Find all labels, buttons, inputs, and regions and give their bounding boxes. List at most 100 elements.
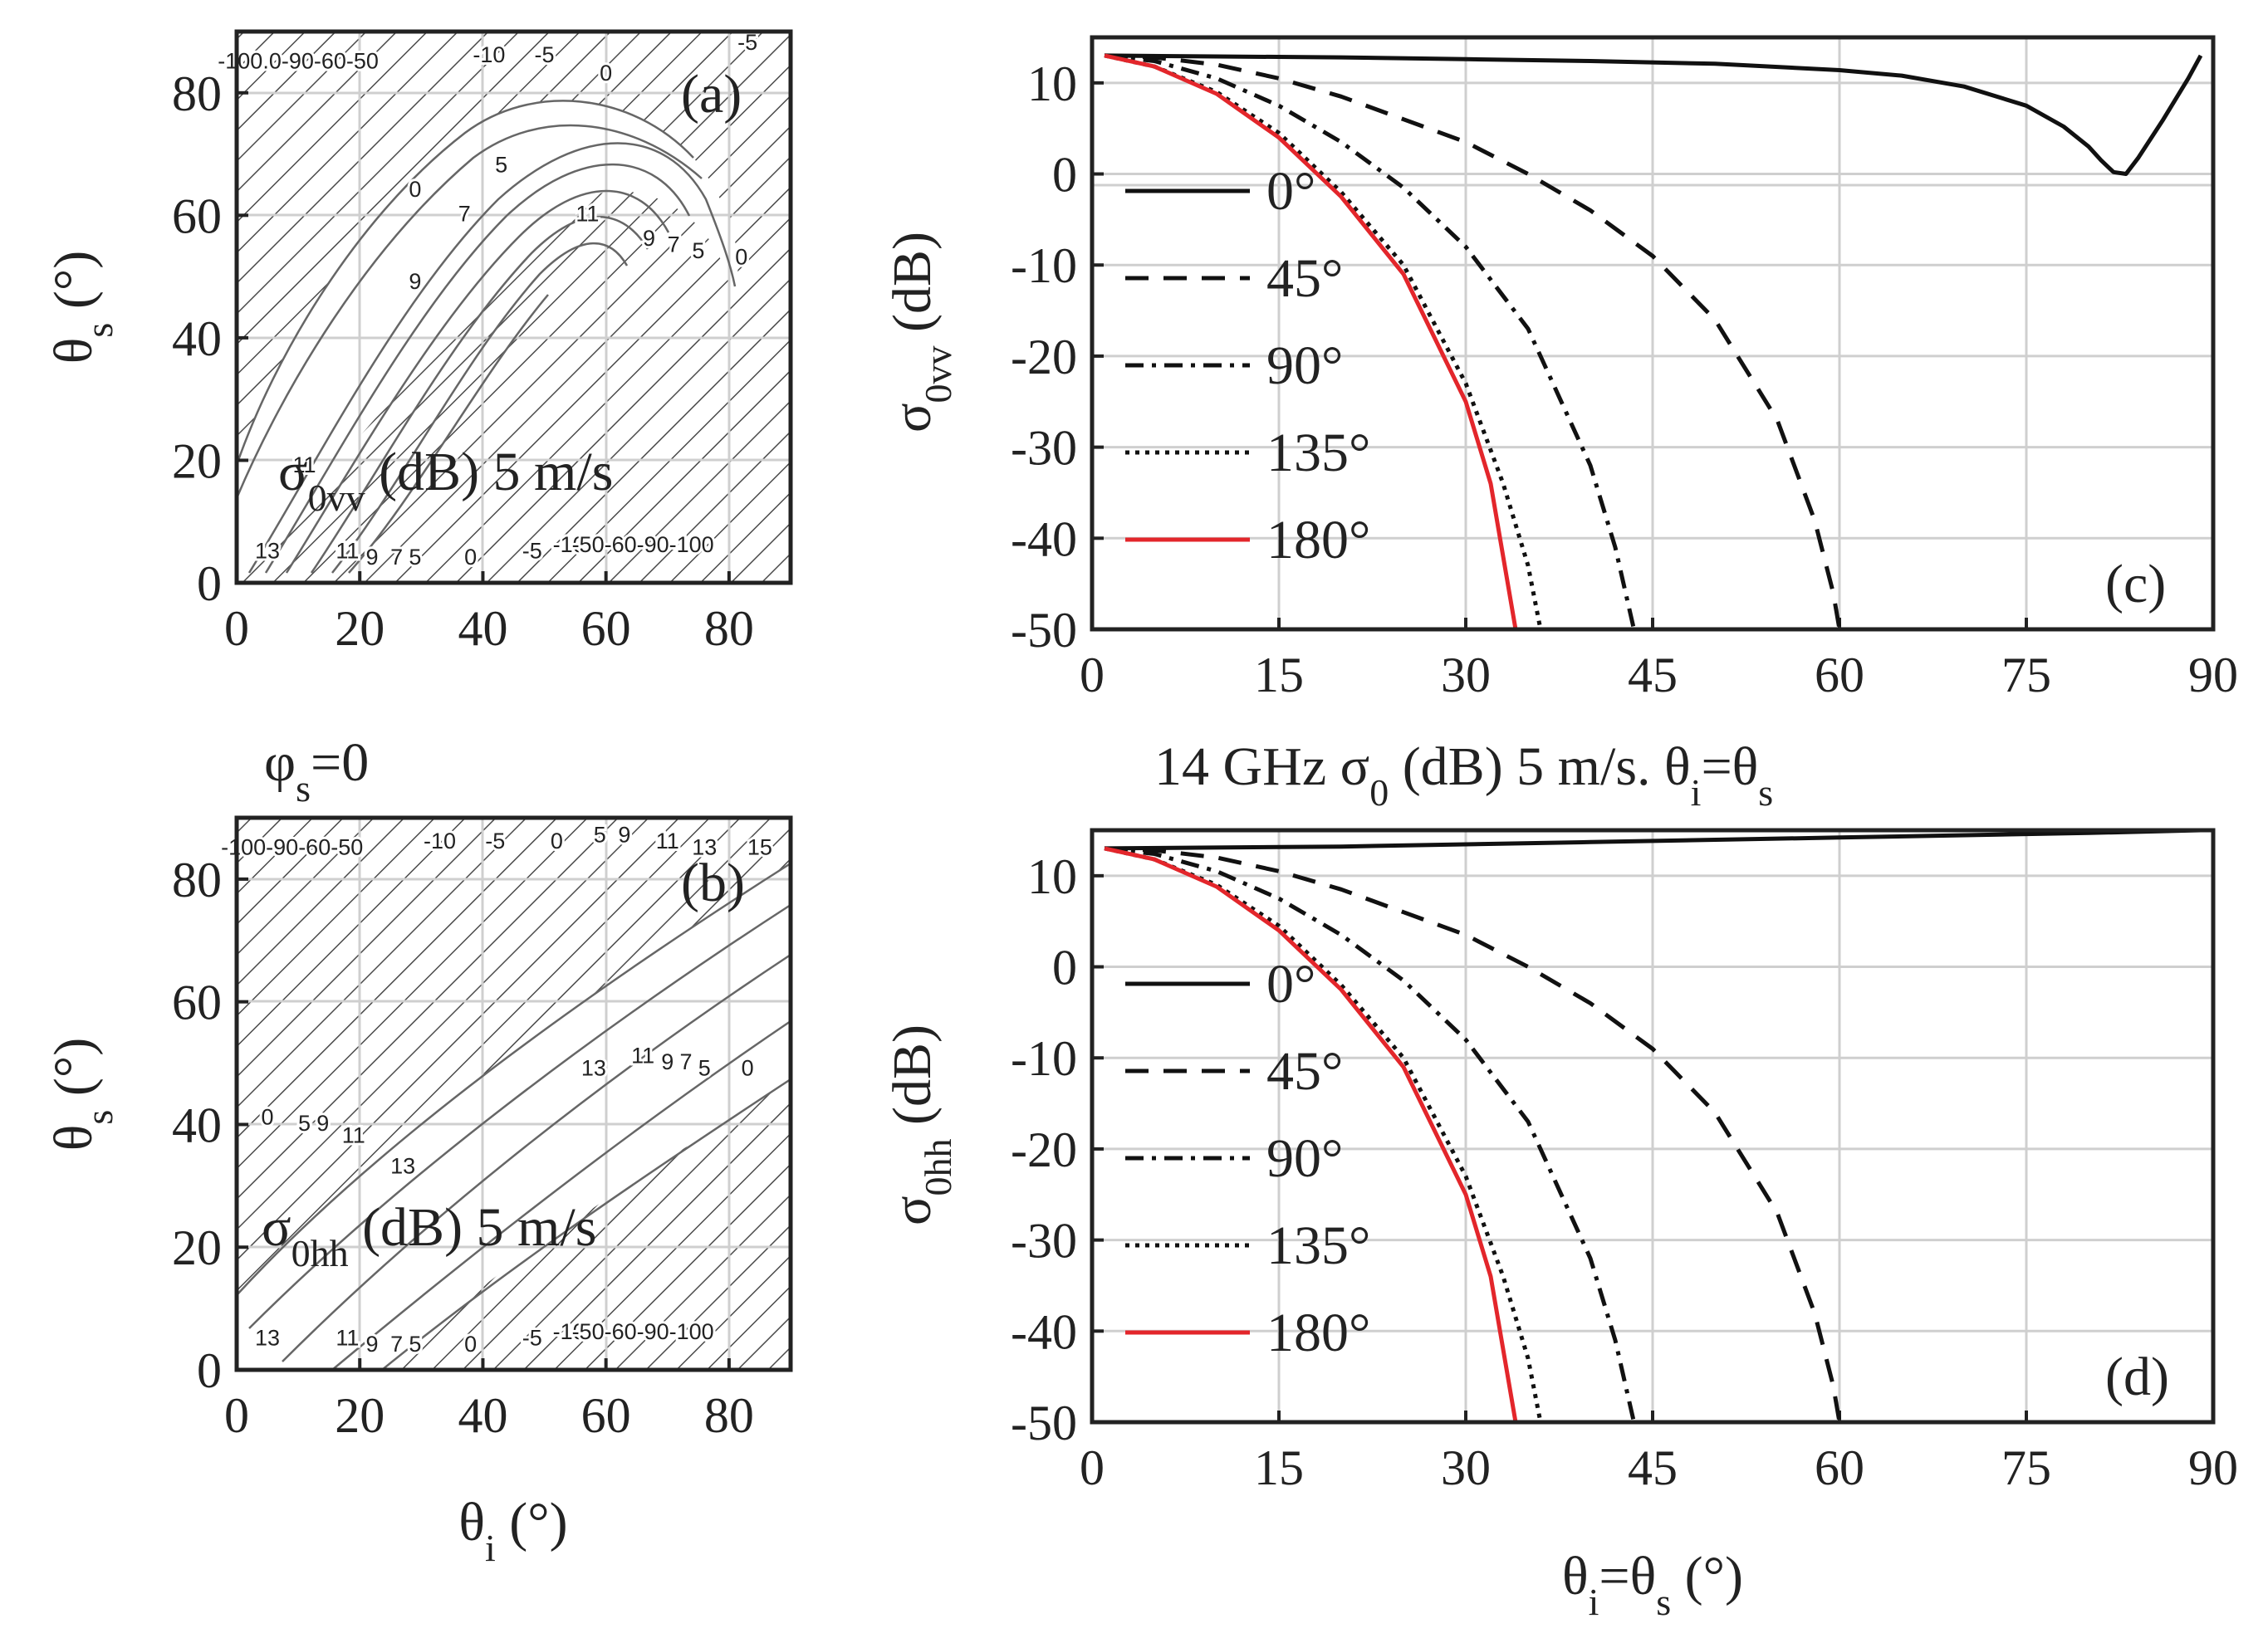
panel-d-ytick-label: 10 bbox=[1027, 849, 1077, 904]
panel-a-contour-label: 0 bbox=[600, 61, 612, 86]
panel-c-xtick-label: 75 bbox=[2001, 648, 2051, 702]
panel-b-frame bbox=[234, 815, 793, 1372]
panel-b-contour-label: -10 bbox=[553, 1319, 585, 1344]
panel-d-xtick-label: 60 bbox=[1815, 1440, 1864, 1495]
panel-c-ylabel: σ0vv (dB) bbox=[882, 232, 959, 433]
panel-b-contour-label: 15 bbox=[747, 834, 772, 859]
panel-d-frame bbox=[1090, 828, 2216, 1425]
panel-c-xtick-label: 90 bbox=[2188, 648, 2238, 702]
panel-b-xtick-label: 40 bbox=[458, 1388, 507, 1443]
panel-b-contour-label: 0 bbox=[262, 1104, 274, 1129]
figure-title: 14 GHz σ0 (dB) 5 m/s. θi=θs bbox=[1154, 736, 1773, 814]
panel-a-contour-label: -5 bbox=[737, 30, 757, 55]
panel-c-series-line bbox=[1104, 53, 1543, 630]
panel-d-xtick-label: 0 bbox=[1080, 1440, 1105, 1495]
panel-c-series-line bbox=[1104, 53, 1842, 630]
panel-c-series-line bbox=[1104, 53, 1518, 630]
panel-a-contour-label: 7 bbox=[458, 202, 471, 227]
panel-b-contour-label: 5 bbox=[409, 1332, 421, 1357]
panel-b-contour-label: 0 bbox=[742, 1055, 754, 1080]
panel-b-ytick-label: 60 bbox=[172, 976, 222, 1030]
panel-b-ytick-label: 20 bbox=[172, 1220, 222, 1275]
panel-b-hatch bbox=[237, 818, 791, 1370]
panel-c-legend-label: 0° bbox=[1266, 161, 1315, 222]
panel-d-xtick-label: 15 bbox=[1254, 1440, 1304, 1495]
panel-a-hatch bbox=[237, 32, 791, 583]
panel-d-legend-label: 0° bbox=[1266, 954, 1315, 1015]
panel-b-contour-label: 13 bbox=[581, 1055, 606, 1080]
panel-b-xtick-label: 20 bbox=[335, 1388, 385, 1443]
panel-b-contour-label: -5 bbox=[522, 1325, 542, 1350]
panel-a-ytick-label: 20 bbox=[172, 433, 222, 488]
panel-b-contour-label: 13 bbox=[255, 1325, 280, 1350]
panel-a-contour-label: -5 bbox=[535, 42, 555, 67]
panel-c-label: (c) bbox=[2105, 554, 2166, 614]
panel-b-ytick-label: 80 bbox=[172, 853, 222, 907]
panel-c-ytick-label: 10 bbox=[1027, 56, 1077, 111]
panel-a-contour-label: 7 bbox=[668, 232, 680, 257]
panel-c-series-line bbox=[1104, 53, 2203, 176]
panel-c-xtick-label: 0 bbox=[1080, 648, 1105, 702]
panel-b-contour-label: 5 bbox=[298, 1111, 311, 1136]
panel-a-ytick-label: 40 bbox=[172, 311, 222, 366]
panel-d-label: (d) bbox=[2105, 1347, 2169, 1407]
panel-b-contour-label: 11 bbox=[656, 829, 679, 853]
panel-b-contour-label: 13 bbox=[692, 834, 717, 859]
panel-d-ytick-label: -50 bbox=[1011, 1396, 1077, 1450]
panel-b-contour-label: 11 bbox=[336, 1325, 359, 1350]
panel-d-ytick-label: -20 bbox=[1011, 1122, 1077, 1177]
panel-c-xtick-label: 45 bbox=[1628, 648, 1678, 702]
panel-a-contour-label: 11 bbox=[293, 452, 316, 477]
panel-b-contour-label: 13 bbox=[390, 1154, 415, 1179]
panel-a-contour-label: 5 bbox=[409, 545, 421, 570]
panel-b-contour-label: 5 bbox=[594, 823, 606, 848]
panel-b-xtick-label: 80 bbox=[704, 1388, 754, 1443]
panel-a-contour-label: 7 bbox=[390, 545, 403, 570]
panel-c-legend-label: 180° bbox=[1266, 510, 1370, 570]
panel-c-ytick-label: -50 bbox=[1011, 603, 1077, 658]
panel-a-contour-label: -50-60-90-100 bbox=[572, 532, 714, 557]
panel-b-contour-lines bbox=[236, 862, 791, 1371]
panel-d-legend-label: 180° bbox=[1266, 1303, 1370, 1363]
panel-b-contour-label: 9 bbox=[661, 1049, 674, 1074]
panel-a-ytick-label: 0 bbox=[197, 556, 222, 611]
panel-d-series-line bbox=[1104, 846, 1842, 1423]
panel-b-grid bbox=[237, 818, 791, 1370]
panel-a-contour-label: 0 bbox=[735, 244, 747, 269]
panel-d-ytick-label: -30 bbox=[1011, 1214, 1077, 1269]
panel-c-ytick-label: 0 bbox=[1052, 148, 1077, 203]
panel-a-annotation: σ0vv (dB) 5 m/s bbox=[278, 442, 613, 519]
panel-d-series-line bbox=[1104, 846, 1636, 1423]
panel-b-label: (b) bbox=[681, 853, 745, 913]
panel-b-contour-label: 9 bbox=[618, 823, 630, 848]
panel-d-xtick-label: 90 bbox=[2188, 1440, 2238, 1495]
panel-b-contour-label: 7 bbox=[679, 1049, 692, 1074]
panel-a-contour-label: 5 bbox=[692, 238, 704, 263]
panel-a-ylabel: θs (°) bbox=[43, 251, 120, 364]
panel-c-xtick-label: 30 bbox=[1441, 648, 1491, 702]
panel-a-frame bbox=[234, 29, 793, 585]
panel-d-xtick-label: 30 bbox=[1441, 1440, 1491, 1495]
panel-b-contour-label: 7 bbox=[390, 1332, 403, 1357]
phi-s-note: φs=0 bbox=[264, 732, 369, 809]
panel-c-ytick-label: -20 bbox=[1011, 330, 1077, 384]
panel-b-annotation: σ0hh (dB) 5 m/s bbox=[262, 1197, 596, 1274]
panel-d-ylabel: σ0hh (dB) bbox=[882, 1024, 959, 1225]
panel-b-contour-label: 9 bbox=[366, 1332, 379, 1357]
panel-d-legend-label: 135° bbox=[1266, 1215, 1370, 1276]
panel-d-legend-label: 45° bbox=[1266, 1041, 1343, 1102]
panel-b-contour-label: -10 bbox=[424, 829, 456, 853]
panel-c-legend-label: 45° bbox=[1266, 248, 1343, 309]
panel-a-contour-label: 9 bbox=[409, 269, 421, 294]
panel-a-contour-label: 5 bbox=[495, 153, 507, 178]
panel-b-contour-label: 0 bbox=[551, 829, 563, 853]
panel-b-ytick-label: 40 bbox=[172, 1098, 222, 1152]
panel-d-xlabel: θi=θs (°) bbox=[1562, 1546, 1743, 1623]
panel-a-contour-label: 11 bbox=[576, 202, 599, 227]
panel-d-series-line bbox=[1104, 828, 2202, 851]
panel-a-contour-label: 0 bbox=[409, 177, 421, 202]
panel-a-contour-label: 0 bbox=[464, 545, 477, 570]
